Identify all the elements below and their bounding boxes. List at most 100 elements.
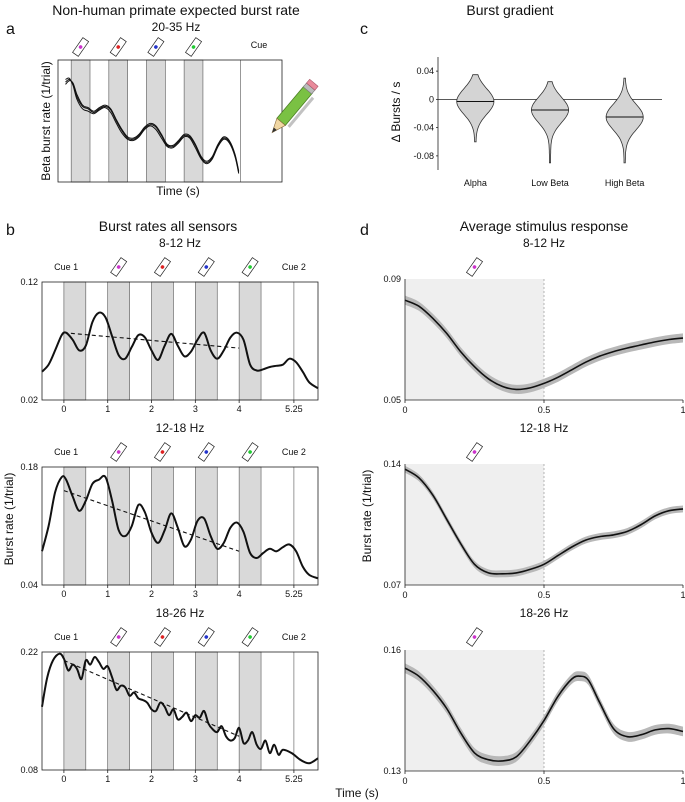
- panel-a-subtitle: 20-35 Hz: [152, 20, 201, 34]
- x-tick-label-0: 0: [402, 590, 407, 600]
- category-label-2: Low Beta: [531, 178, 569, 188]
- subplot-title: 18-26 Hz: [520, 606, 569, 620]
- category-label-3: High Beta: [605, 178, 645, 188]
- stimulus-icon-2: [109, 37, 127, 57]
- stimulus-icon-3: [197, 442, 215, 462]
- stimulus-icon-4: [241, 442, 259, 462]
- x-tick-label-1: 1: [105, 404, 110, 414]
- stimulus-icon-2-dot: [160, 450, 165, 454]
- y-tick-label-0: 0.04: [416, 66, 434, 76]
- stimulus-band-4: [195, 651, 218, 771]
- stimulus-icon-3-dot: [204, 635, 209, 639]
- category-label-1: Alpha: [464, 178, 487, 188]
- stimulus-icon-4: [241, 257, 259, 277]
- y-tick-label-1: 0: [429, 94, 434, 104]
- stimulus-icon-3: [147, 37, 165, 57]
- stimulus-icon: [465, 442, 484, 462]
- mean-line: [404, 667, 684, 762]
- stimulus-icon-3-dot: [154, 45, 158, 49]
- panel-c-title: Burst gradient: [466, 2, 553, 18]
- stimulus-icon: [465, 627, 484, 647]
- linear-fit-line: [63, 659, 240, 737]
- x-tick-label-1: 0.5: [538, 776, 551, 786]
- y-tick-label-2: -0.04: [413, 123, 434, 133]
- stimulus-band-2: [107, 281, 130, 401]
- stimulus-icon-4: [185, 37, 203, 57]
- subplot-title: 8-12 Hz: [159, 236, 201, 250]
- panel-c-plot: 0.04 0 -0.04 -0.08 Alpha Low Beta High Beta: [413, 57, 662, 188]
- x-tick-label-3: 3: [193, 589, 198, 599]
- panel-d-ylabel: Burst rate (1/trial): [360, 470, 374, 563]
- x-tick-label-1: 1: [105, 589, 110, 599]
- burst-rate-line: [41, 311, 319, 390]
- stimulus-icon-3: [197, 627, 215, 647]
- violin-3: [605, 77, 644, 164]
- x-tick-label-3: 3: [193, 774, 198, 784]
- stimulus-icon-3-dot: [204, 450, 209, 454]
- stimulus-band-5: [238, 651, 262, 771]
- axes-frame: [41, 651, 319, 771]
- panel-b-title: Burst rates all sensors: [99, 218, 238, 234]
- stimulus-icon-dot: [472, 265, 477, 269]
- x-tick-label-2: 1: [680, 405, 685, 415]
- y-tick-bottom: 0.13: [383, 766, 401, 776]
- panel-b-plot-12-18: 12-18 Hz Cue 1 Cue 2 0 1 2 3 4 5.25 0.18 0.04: [20, 421, 319, 599]
- panel-d-plot-12-18: 12-18 Hz 0 0.5 1 0.14 0.07: [383, 421, 685, 600]
- x-tick-label-4: 4: [237, 404, 242, 414]
- stimulus-icon-4-dot: [248, 265, 252, 269]
- pencil-icon: [271, 78, 319, 134]
- panel-letter-c: c: [360, 21, 368, 38]
- stimulus-icon-1: [72, 37, 90, 57]
- x-tick-label-5: 5.25: [285, 774, 303, 784]
- x-tick-label-0: 0: [61, 589, 66, 599]
- mean-line: [404, 299, 684, 391]
- stimulus-band-4: [183, 59, 204, 183]
- stimulus-icon-4-dot: [248, 635, 252, 639]
- stimulus-band-5: [238, 281, 262, 401]
- x-tick-label-2: 2: [149, 589, 154, 599]
- stimulus-icon-2-dot: [160, 265, 165, 269]
- stimulus-icon-1-dot: [116, 450, 121, 454]
- panel-c-ylabel: Δ Bursts / s: [389, 82, 403, 143]
- stimulus-icon-2: [153, 627, 171, 647]
- x-tick-label-0: 0: [402, 776, 407, 786]
- cue2-label: Cue 2: [282, 447, 306, 457]
- stimulus-icon-2: [153, 442, 171, 462]
- stimulus-icon-4: [241, 627, 259, 647]
- panel-d-plot-18-26: 18-26 Hz 0 0.5 1 0.16 0.13: [383, 606, 685, 786]
- axes-frame: [41, 466, 319, 586]
- stimulus-icon-1: [110, 257, 128, 277]
- panel-a-xlabel: Time (s): [156, 184, 200, 198]
- error-band: [405, 295, 683, 394]
- stimulus-band-3: [146, 59, 166, 183]
- burst-rate-line: [41, 652, 319, 765]
- cue2-label: Cue 2: [282, 262, 306, 272]
- x-tick-label-0: 0: [61, 404, 66, 414]
- panel-d-title: Average stimulus response: [460, 218, 629, 234]
- x-tick-label-5: 5.25: [285, 404, 303, 414]
- subplot-title: 12-18 Hz: [156, 421, 205, 435]
- panel-d-xlabel: Time (s): [335, 786, 379, 800]
- panel-b-plot-18-26: 18-26 Hz Cue 1 Cue 2 0 1 2 3 4 5.25 0.22 0.08: [20, 606, 319, 784]
- panel-b-plot-8-12: 8-12 Hz Cue 1 Cue 2 0 1 2 3 4 5.25 0.12 0.02: [20, 236, 319, 414]
- linear-fit-line: [63, 332, 240, 349]
- violin-2: [530, 81, 570, 164]
- x-tick-label-1: 0.5: [538, 405, 551, 415]
- stimulus-icon-1-dot: [78, 45, 83, 49]
- x-tick-label-0: 0: [61, 774, 66, 784]
- stimulus-band-1: [63, 281, 87, 401]
- y-tick-top: 0.18: [20, 462, 38, 472]
- cue1-label: Cue 1: [54, 447, 78, 457]
- panel-a-cue-label: Cue: [251, 40, 268, 50]
- x-tick-label-5: 5.25: [285, 589, 303, 599]
- stimulus-band-2: [107, 466, 130, 586]
- subplot-title: 12-18 Hz: [520, 421, 569, 435]
- y-tick-bottom: 0.05: [383, 395, 401, 405]
- stimulus-icon-1-dot: [116, 265, 121, 269]
- panel-letter-b: b: [6, 222, 15, 239]
- x-tick-label-4: 4: [237, 589, 242, 599]
- stimulus-icon-4-dot: [191, 45, 196, 49]
- violin-1: [456, 74, 495, 143]
- y-tick-bottom: 0.02: [20, 395, 38, 405]
